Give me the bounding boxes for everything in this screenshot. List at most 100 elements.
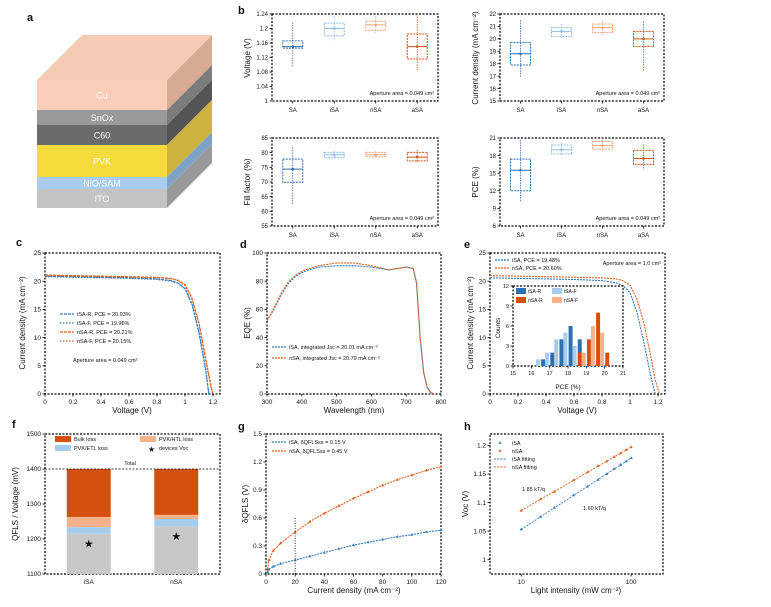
h-xlabel: Light intensity (mW cm⁻²) [531,586,622,595]
e-xtick-label: 0 [488,399,492,406]
f-ytick-label: 1300 [27,501,42,508]
g-data-point [439,464,443,468]
e-xlabel: Voltage (V) [557,406,597,415]
f-ytick-label: 1200 [27,536,42,543]
e-ytick-label: 20 [479,278,487,285]
e-inset-xtick-label: 21 [620,371,626,377]
d-series-line [266,262,435,395]
e-inset-bar [550,352,555,366]
b4-ytick-label: 21 [489,136,496,142]
g-data-point [278,561,283,565]
e-legend-label: nSA, PCE = 20.60% [512,266,562,272]
f-device-voc-star-icon: ★ [171,531,181,543]
g-data-point [337,504,341,507]
stack-layer-niosam [37,177,167,189]
g-data-point [271,564,275,568]
b1-mean-point [374,23,378,27]
h-legend-marker [498,441,502,444]
b2-mean-point [519,52,522,56]
g-ytick-label: 1.2 [253,459,262,466]
h-data-point [552,505,556,509]
b4-ylabel: PCE (%) [471,166,480,197]
c-ytick-label: 0 [37,391,41,398]
h-data-point [624,448,628,451]
h-ytick-label: 1.05 [473,528,486,535]
h-data-point [519,527,523,531]
d-ytick-label: 100 [252,250,263,257]
g-data-point [351,543,356,547]
c-xtick-label: 0.8 [152,399,161,406]
g-frame [265,433,442,575]
g-legend-label: nSA, δQFLSss = 0.45 V [289,449,348,455]
f-legend-star-icon: ★ [148,445,155,454]
c-xlabel: Voltage (V) [112,406,152,415]
b4-annotation: Aperture area = 0.049 cm² [596,216,661,222]
e-inset-xtick-label: 16 [528,371,534,377]
stack-layer-label: ITO [95,194,110,204]
e-xtick-label: 0.8 [597,399,606,406]
b1-xtick-label: iSA [330,108,339,114]
b3-mean-point [332,153,336,157]
f-legend-swatch [55,436,71,442]
stack-side-4 [167,132,212,189]
b1-xtick-label: SA [289,108,297,114]
stack-side-2 [167,80,212,145]
d-xtick-label: 300 [262,399,273,406]
g-legend-label: iSA, δQFLSss = 0.15 V [289,440,346,446]
b2-box [592,23,613,34]
f-xtick-label: nSA [170,579,183,586]
c-xtick-label: 0 [43,399,47,406]
h-data-point [538,497,543,501]
e-ytick-label: 0 [482,391,486,398]
h-data-point [552,489,556,493]
d-ytick-label: 60 [256,307,264,314]
e-inset-legend-label: iSA-F [564,289,577,295]
e-inset-bar [554,339,559,366]
b1-box [282,40,304,49]
g-data-point [366,490,370,493]
b3-ytick-label: 75 [261,166,268,172]
f-legend-label: PVK/HTL loss [159,437,193,443]
h-ytick-label: 1.15 [473,471,486,478]
h-data-point [585,484,589,488]
h-data-point [605,472,609,475]
c-legend-label: nSA-F, PCE = 20.15% [77,339,131,345]
f-legend-label: PVK/ETL loss [74,446,108,452]
e-inset-legend-swatch [552,297,562,303]
d-ytick-label: 20 [256,363,264,370]
e-inset-bar [586,339,591,366]
e-xtick-label: 0.4 [541,399,550,406]
d-ytick-label: 0 [259,391,263,398]
b2-mean-point [642,37,645,41]
e-inset-ytick-label: 6 [506,324,509,330]
b2-ytick-label: 20 [489,37,496,43]
b2-box [551,27,572,37]
e-annotation: Aperture area = 1.0 cm² [603,261,661,267]
e-inset-xlabel: PCE (%) [555,384,580,391]
e-inset-bar [568,326,573,366]
panel-label-g: g [238,421,245,433]
e-inset-bar [581,352,586,366]
f-ytick-label: 1100 [27,571,41,578]
d-xtick-label: 500 [331,399,342,406]
h-data-point [572,478,576,482]
d-ytick-label: 40 [256,335,264,342]
e-inset-ytick-label: 12 [503,284,509,290]
g-data-point [410,533,414,536]
g-data-point [293,530,297,533]
g-data-point [366,540,370,544]
h-data-point [519,508,523,512]
e-inset-bar [563,332,568,366]
b2-xtick-label: aSA [638,108,649,114]
stack-side-5 [167,144,212,208]
e-inset-bar [590,326,595,366]
h-data-point [538,515,543,518]
panel-label-f: f [12,419,16,431]
f-legend-label: devices Voc [159,446,189,452]
f-reference-label: Total [124,461,136,467]
e-series-line [489,277,656,395]
c-series-line [44,276,210,395]
g-data-point [278,541,283,545]
e-ylabel: Current density (mA cm⁻²) [466,276,475,369]
b2-ytick-label: 17 [489,74,496,80]
